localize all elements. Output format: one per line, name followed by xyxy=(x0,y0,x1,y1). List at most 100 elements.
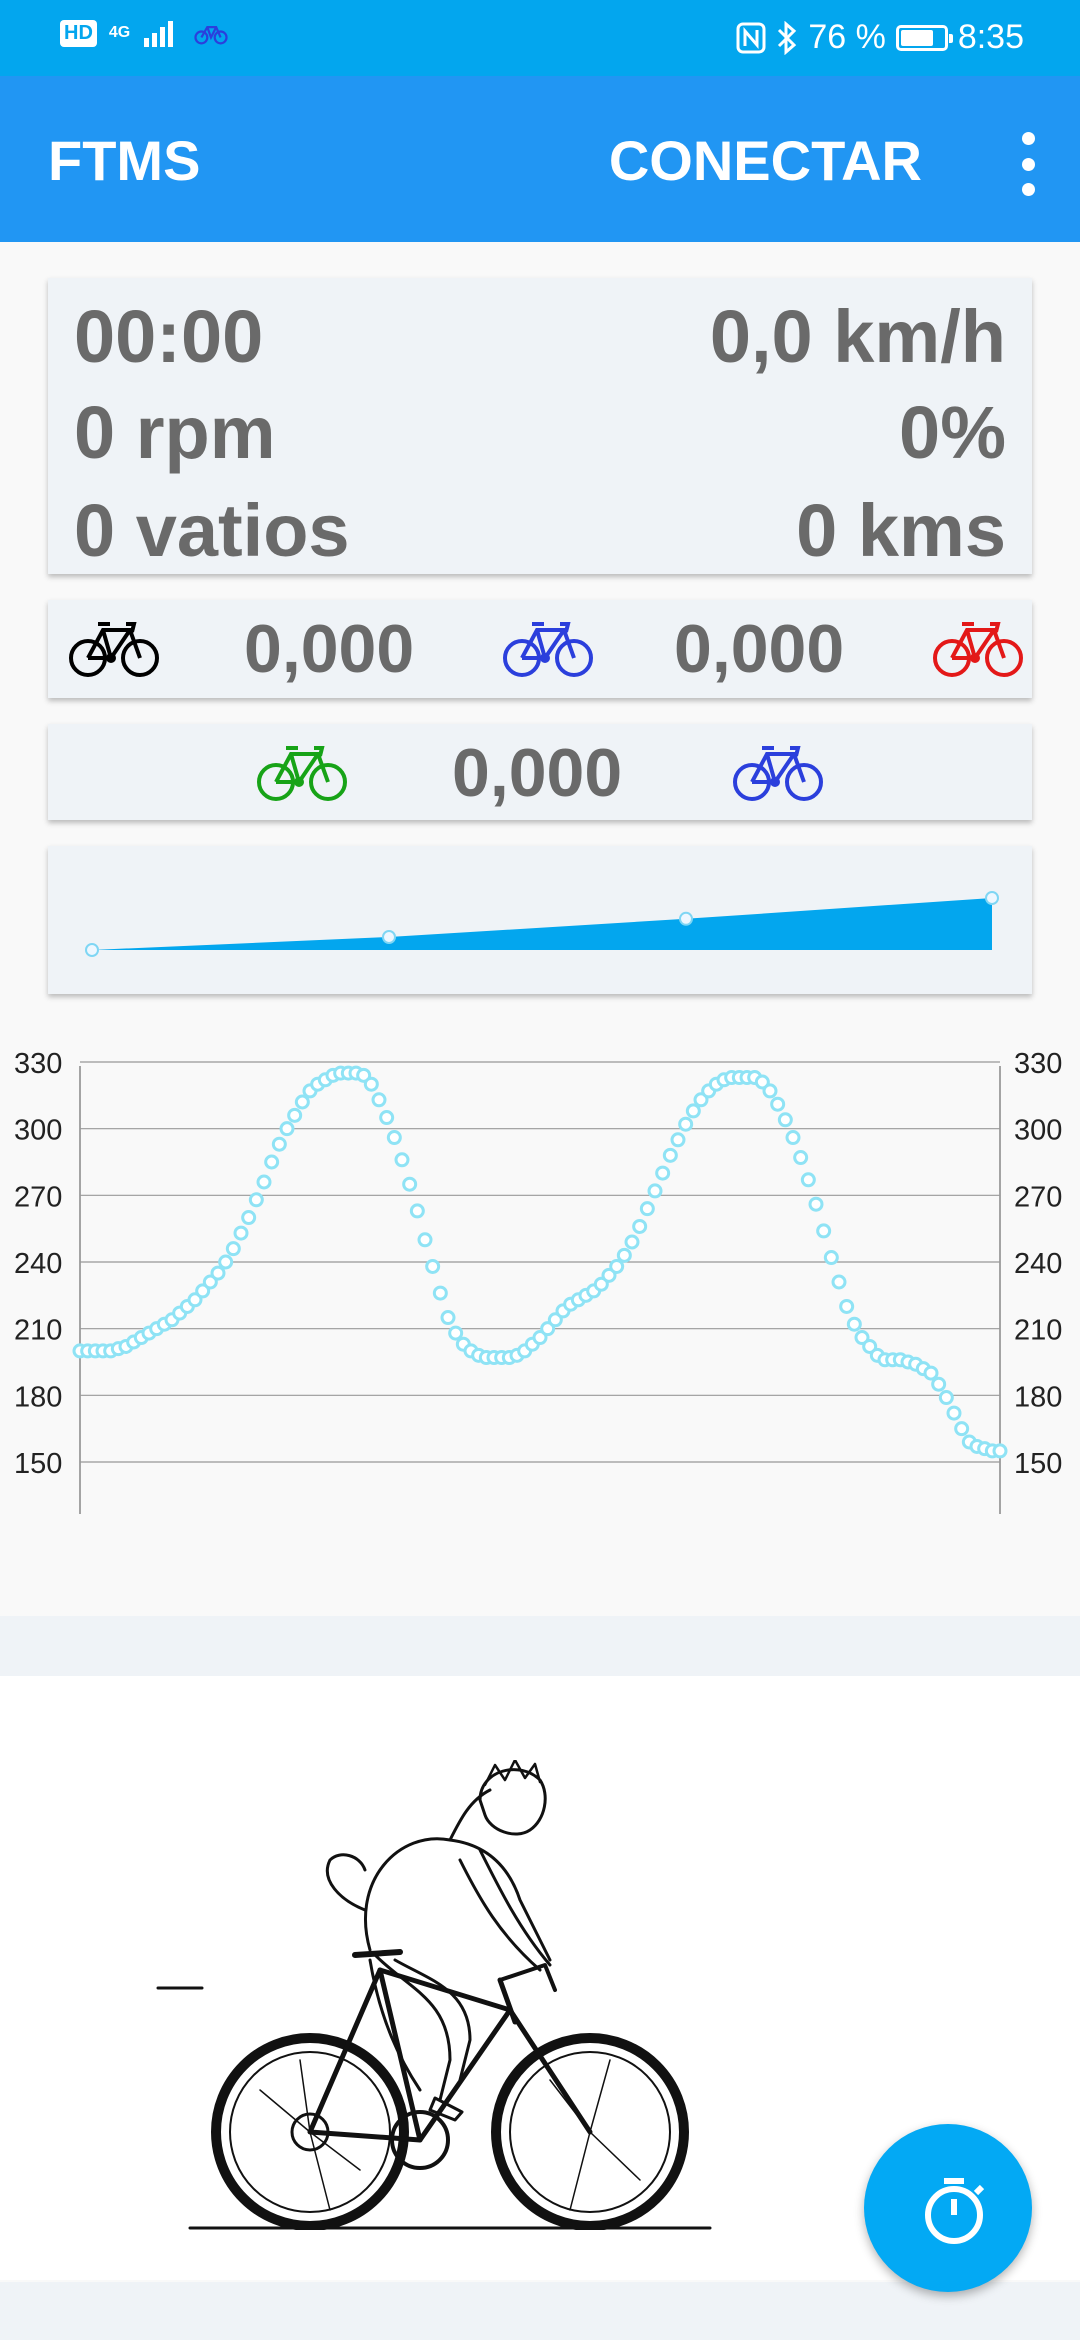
race-gap-a: 0,000 xyxy=(244,611,415,687)
data-point xyxy=(233,1225,249,1241)
data-point xyxy=(632,1218,648,1234)
speed-value: 0,0 km/h xyxy=(709,295,1006,378)
y-tick-label-right: 270 xyxy=(1014,1181,1062,1213)
y-tick-label-left: 210 xyxy=(14,1315,62,1347)
data-point xyxy=(371,1092,387,1108)
data-point xyxy=(685,1103,701,1119)
data-point xyxy=(394,1152,410,1168)
data-point xyxy=(823,1250,839,1266)
data-point xyxy=(624,1234,640,1250)
data-point xyxy=(425,1258,441,1274)
data-point xyxy=(670,1132,686,1148)
data-point xyxy=(662,1147,678,1163)
app-notification-bike-icon xyxy=(194,25,228,45)
data-point xyxy=(210,1265,226,1281)
battery-icon xyxy=(895,24,953,51)
data-point xyxy=(862,1338,878,1354)
app-title: FTMS xyxy=(48,129,201,192)
data-point xyxy=(647,1183,663,1199)
status-bar: HD 4G 76 % 8:35 xyxy=(0,0,1080,76)
y-tick-label-left: 180 xyxy=(14,1381,62,1413)
data-point xyxy=(417,1232,433,1248)
signal-icon xyxy=(144,21,174,47)
data-point xyxy=(271,1136,287,1152)
data-point xyxy=(402,1176,418,1192)
data-point xyxy=(241,1210,257,1226)
y-tick-label-right: 150 xyxy=(1014,1448,1062,1480)
data-point xyxy=(816,1223,832,1239)
data-point xyxy=(678,1116,694,1132)
divider-band xyxy=(0,1616,1080,1676)
data-point xyxy=(440,1310,456,1326)
data-point xyxy=(693,1092,709,1108)
y-tick-label-right: 330 xyxy=(1014,1050,1062,1080)
y-tick-label-right: 300 xyxy=(1014,1115,1062,1147)
y-tick-label-left: 240 xyxy=(14,1248,62,1280)
profile-point xyxy=(679,911,693,926)
cadence-value: 0 rpm xyxy=(74,391,276,474)
data-point xyxy=(448,1325,464,1341)
data-point xyxy=(287,1107,303,1123)
elevation-profile-chart xyxy=(85,891,999,957)
data-point xyxy=(225,1241,241,1257)
incline-value: 0% xyxy=(899,391,1006,474)
y-tick-label-right: 240 xyxy=(1014,1248,1062,1280)
data-point xyxy=(195,1283,211,1299)
data-point xyxy=(800,1172,816,1188)
bike-blue-icon xyxy=(503,622,593,677)
data-point xyxy=(609,1258,625,1274)
race-gap-card: 0,000 0,000 xyxy=(48,600,1032,698)
profile-point xyxy=(85,943,99,957)
data-point xyxy=(655,1165,671,1181)
data-point xyxy=(639,1201,655,1217)
profile-point xyxy=(382,930,396,944)
data-point xyxy=(992,1443,1008,1459)
y-tick-label-left: 330 xyxy=(14,1050,62,1080)
power-value: 0 vatios xyxy=(74,489,350,572)
data-point xyxy=(923,1365,939,1381)
data-point xyxy=(846,1316,862,1332)
y-tick-label-left: 270 xyxy=(14,1181,62,1213)
status-left: HD 4G xyxy=(60,18,228,48)
connect-button[interactable]: CONECTAR xyxy=(608,129,922,192)
bike-green-icon xyxy=(257,746,347,801)
y-tick-label-right: 210 xyxy=(1014,1315,1062,1347)
race-gap-b: 0,000 xyxy=(674,611,845,687)
data-point xyxy=(187,1292,203,1308)
data-point xyxy=(777,1112,793,1128)
data-point xyxy=(938,1390,954,1406)
data-point xyxy=(931,1376,947,1392)
data-point xyxy=(256,1174,272,1190)
data-point xyxy=(616,1247,632,1263)
race-gap-card-2: 0,000 xyxy=(48,724,1032,820)
race-gap-c: 0,000 xyxy=(452,735,623,811)
data-point xyxy=(532,1330,548,1346)
network-type: 4G xyxy=(108,24,131,41)
data-point xyxy=(279,1121,295,1137)
status-right: 76 % 8:35 xyxy=(736,18,1024,57)
y-tick-label-left: 300 xyxy=(14,1115,62,1147)
clock: 8:35 xyxy=(957,18,1024,56)
data-point xyxy=(854,1330,870,1346)
bottom-band xyxy=(0,2282,1080,2340)
data-point xyxy=(770,1096,786,1112)
data-point xyxy=(294,1094,310,1110)
data-point xyxy=(547,1312,563,1328)
nfc-icon xyxy=(736,22,766,53)
data-point xyxy=(593,1276,609,1292)
profile-area xyxy=(92,898,992,950)
more-vert-icon[interactable] xyxy=(1006,132,1050,196)
y-tick-label-right: 180 xyxy=(1014,1381,1062,1413)
elevation-profile-card xyxy=(48,846,1032,994)
profile-point xyxy=(985,891,999,905)
data-point xyxy=(808,1196,824,1212)
data-point xyxy=(831,1274,847,1290)
data-point xyxy=(248,1192,264,1208)
y-tick-label-left: 150 xyxy=(14,1448,62,1480)
hd-badge: HD xyxy=(60,19,97,47)
bluetooth-icon xyxy=(778,20,797,55)
battery-percent: 76 % xyxy=(808,18,886,56)
stopwatch-icon xyxy=(925,2178,985,2244)
stopwatch-fab[interactable] xyxy=(864,2124,1032,2292)
data-point xyxy=(202,1274,218,1290)
